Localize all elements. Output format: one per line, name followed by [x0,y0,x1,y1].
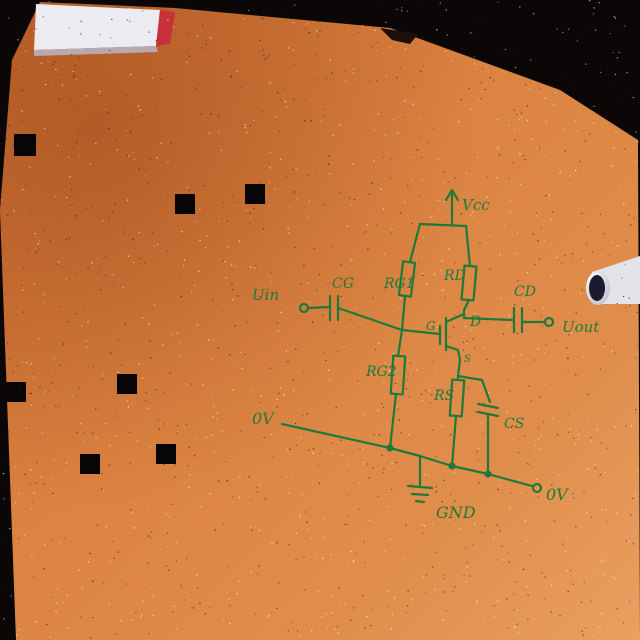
vcc-arrow [444,188,460,226]
label-d: D [469,314,481,330]
label-cs: CS [504,416,524,432]
source-wire [456,358,492,404]
junction-dot [386,444,394,452]
censor-square [117,374,137,394]
rg2-top-wire [396,328,404,358]
mosfet [438,312,466,362]
input-wire [306,305,332,310]
output-zero-terminal [531,482,543,494]
censor-square [6,382,26,402]
label-rd: RD [443,268,466,284]
marker-pen [586,256,640,305]
rs-bottom-wire [450,414,458,468]
card [34,4,175,56]
capacitor-cd [512,306,524,334]
circuit-diagram: Vcc RG1 RD Uin CG G D CD Uout [252,188,600,522]
label-rg2: RG2 [365,364,397,380]
label-vcc: Vcc [462,196,490,214]
label-gnd: GND [436,503,476,522]
rg2-bottom-wire [388,392,398,450]
censor-square [80,454,100,474]
censor-square [14,134,36,156]
rg1-top-wire [408,222,422,264]
rg1-bottom-wire [400,294,407,332]
label-zero-v-left: 0V [252,409,275,428]
censor-square [175,194,195,214]
rd-top-wire [464,224,472,268]
label-cg: CG [332,276,354,292]
label-rs: RS [433,388,454,404]
junction-dot [484,470,492,478]
gnd-symbol [406,454,434,504]
label-u-in: Uin [252,286,279,304]
rd-bottom-wire [462,298,471,312]
junction-dot [448,462,456,470]
label-cd: CD [514,284,536,300]
label-u-out: Uout [562,318,600,336]
resistor-rd [460,264,478,302]
top-notch [380,28,418,44]
zero-v-rail [280,422,534,488]
capacitor-cs [476,402,500,418]
drain-wire [462,308,514,322]
label-rg1: RG1 [383,276,415,292]
censor-squares [6,134,265,474]
output-terminal [543,316,555,328]
label-s: S [464,354,471,365]
top-rail [418,222,468,228]
label-g: G [426,319,436,333]
label-zero-v-right: 0V [546,485,569,504]
censor-square [156,444,176,464]
censor-square [245,184,265,204]
